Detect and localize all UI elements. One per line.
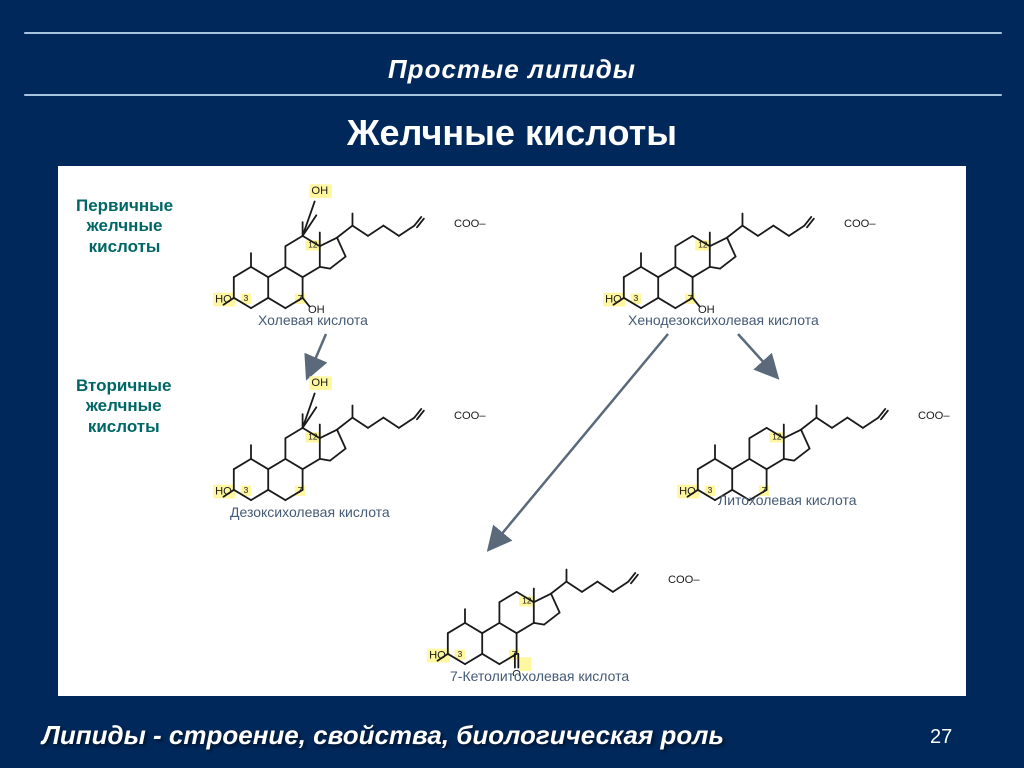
svg-text:7: 7 (298, 293, 303, 303)
molecule-cholic: COO–HOOHOH3712 (208, 174, 492, 325)
molecule-label-deoxy: Дезоксихолевая кислота (230, 504, 390, 520)
svg-text:3: 3 (243, 485, 248, 495)
mid-rule (24, 94, 1002, 96)
molecule-label-litho: Литохолевая кислота (718, 492, 857, 508)
molecule-label-chenodeoxy: Хенодезоксихолевая кислота (628, 312, 819, 328)
svg-text:COO–: COO– (454, 410, 486, 422)
svg-text:12: 12 (772, 432, 782, 442)
top-rule (24, 32, 1002, 34)
svg-text:12: 12 (698, 240, 708, 250)
svg-text:12: 12 (522, 596, 532, 606)
molecule-label-cholic: Холевая кислота (258, 312, 368, 328)
svg-text:HO: HO (429, 650, 446, 662)
svg-text:COO–: COO– (918, 410, 950, 422)
svg-text:HO: HO (679, 486, 696, 498)
svg-text:COO–: COO– (844, 218, 876, 230)
slide-page: Простые липиды Желчные кислоты Первичные… (0, 0, 1024, 768)
svg-text:7: 7 (512, 649, 517, 659)
svg-text:12: 12 (308, 432, 318, 442)
svg-text:3: 3 (707, 485, 712, 495)
molecule-ketolitho: COO–HOO3712 (422, 530, 706, 681)
svg-text:12: 12 (308, 240, 318, 250)
molecule-chenodeoxy: COO–HOOH3712 (598, 174, 882, 325)
diagram-panel: Первичныежелчныекислоты Вторичныежелчные… (58, 166, 966, 696)
svg-text:3: 3 (633, 293, 638, 303)
molecule-deoxy: COO– HO OH 3 7 12 (208, 366, 492, 517)
svg-text:OH: OH (311, 377, 328, 389)
main-title: Желчные кислоты (0, 112, 1024, 154)
svg-text:3: 3 (243, 293, 248, 303)
svg-text:7: 7 (688, 293, 693, 303)
footer-text: Липиды - строение, свойства, биологическ… (42, 720, 724, 751)
svg-text:HO: HO (215, 486, 232, 498)
page-number: 27 (930, 726, 952, 749)
svg-text:COO–: COO– (668, 574, 700, 586)
molecule-label-ketolitho: 7-Кетолитохолевая кислота (450, 668, 629, 684)
svg-text:HO: HO (215, 294, 232, 306)
svg-text:HO: HO (605, 294, 622, 306)
svg-text:3: 3 (457, 649, 462, 659)
svg-text:OH: OH (311, 185, 328, 197)
section-title: Простые липиды (0, 54, 1024, 85)
svg-text:7: 7 (298, 485, 303, 495)
svg-text:COO–: COO– (454, 218, 486, 230)
